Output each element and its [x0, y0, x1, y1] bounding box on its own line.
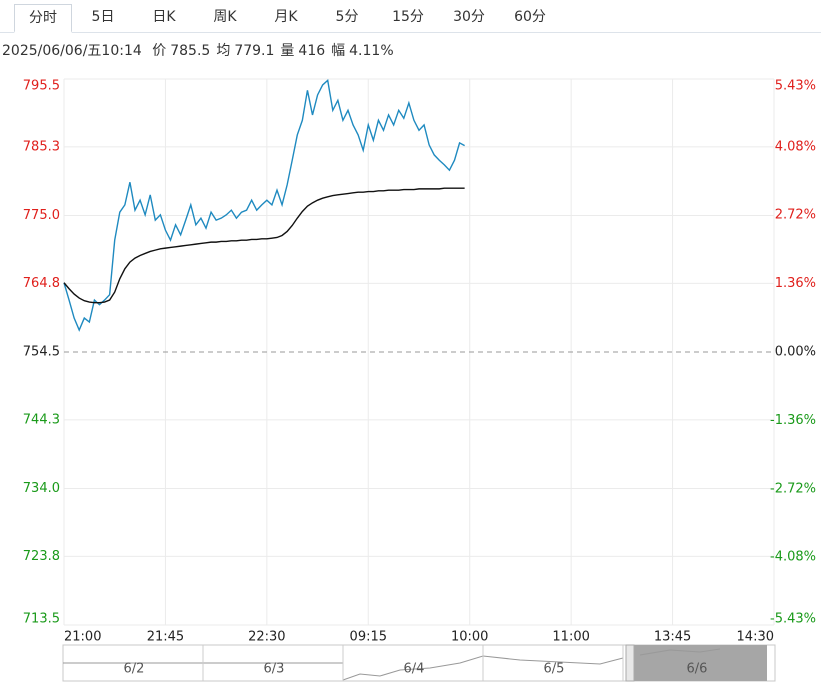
x-tick-label: 09:15 — [350, 630, 387, 645]
y2-tick-label: -4.08% — [770, 550, 816, 565]
y-tick-label: 795.5 — [23, 79, 60, 94]
navigator-label: 6/3 — [264, 662, 285, 677]
navigator — [62, 644, 776, 682]
navigator-label: 6/5 — [544, 662, 565, 677]
navigator-selection — [634, 645, 767, 681]
datetime: 2025/06/06/五10:14 — [2, 43, 142, 59]
y-tick-label: 713.5 — [23, 612, 60, 627]
navigator-label: 6/6 — [687, 662, 708, 677]
x-tick-label: 21:45 — [147, 630, 184, 645]
navigator-label: 6/4 — [404, 662, 425, 677]
y2-tick-label: 1.36% — [775, 276, 816, 291]
navigator-handle — [625, 644, 635, 682]
y-tick-label: 785.3 — [23, 139, 60, 154]
tab-bar: 分时 5日 日K 周K 月K 5分 15分 30分 60分 — [0, 0, 821, 33]
y2-tick-label: -1.36% — [770, 413, 816, 428]
tab[interactable]: 5日 — [91, 9, 115, 25]
info-label: 均 — [216, 43, 231, 59]
y2-tick-label: 4.08% — [775, 139, 816, 154]
y2-tick-label: 0.00% — [775, 345, 816, 360]
info-value: 416 — [298, 43, 326, 59]
y-tick-label: 754.5 — [23, 345, 60, 360]
tab[interactable]: 30分 — [453, 9, 485, 25]
x-tick-label: 10:00 — [451, 630, 488, 645]
x-tick-label: 13:45 — [654, 630, 691, 645]
series-line — [63, 187, 465, 304]
y-tick-label: 764.8 — [23, 276, 60, 291]
x-tick-label: 22:30 — [248, 630, 285, 645]
y2-tick-label: 5.43% — [775, 79, 816, 94]
series-line — [63, 78, 465, 332]
y2-tick-label: 2.72% — [775, 208, 816, 223]
y-tick-label: 723.8 — [23, 549, 60, 564]
tab[interactable]: 5分 — [335, 9, 359, 25]
tab[interactable]: 60分 — [514, 9, 546, 25]
y2-tick-label: -5.43% — [770, 612, 816, 627]
tab[interactable]: 分时 — [14, 4, 72, 33]
info-value: 4.11% — [349, 43, 394, 59]
info-label: 幅 — [331, 43, 346, 59]
x-tick-label: 21:00 — [64, 630, 101, 645]
navigator-label: 6/2 — [124, 662, 145, 677]
tab[interactable]: 月K — [274, 9, 298, 25]
grid — [63, 78, 775, 626]
tab[interactable]: 日K — [152, 9, 176, 25]
y2-tick-label: -2.72% — [770, 481, 816, 496]
y-tick-label: 775.0 — [23, 208, 60, 223]
info-value: 785.5 — [170, 43, 211, 59]
info-value: 779.1 — [234, 43, 275, 59]
x-tick-label: 14:30 — [737, 630, 774, 645]
y-tick-label: 734.0 — [23, 481, 60, 496]
y-tick-label: 744.3 — [23, 412, 60, 427]
info-label: 价 — [152, 43, 167, 59]
info-line: 2025/06/06/五10:14 价 785.5 均 779.1 量 416 幅 4.11% — [2, 40, 400, 60]
tab[interactable]: 周K — [213, 9, 237, 25]
info-label: 量 — [280, 43, 295, 59]
tab[interactable]: 15分 — [392, 9, 424, 25]
x-tick-label: 11:00 — [552, 630, 589, 645]
